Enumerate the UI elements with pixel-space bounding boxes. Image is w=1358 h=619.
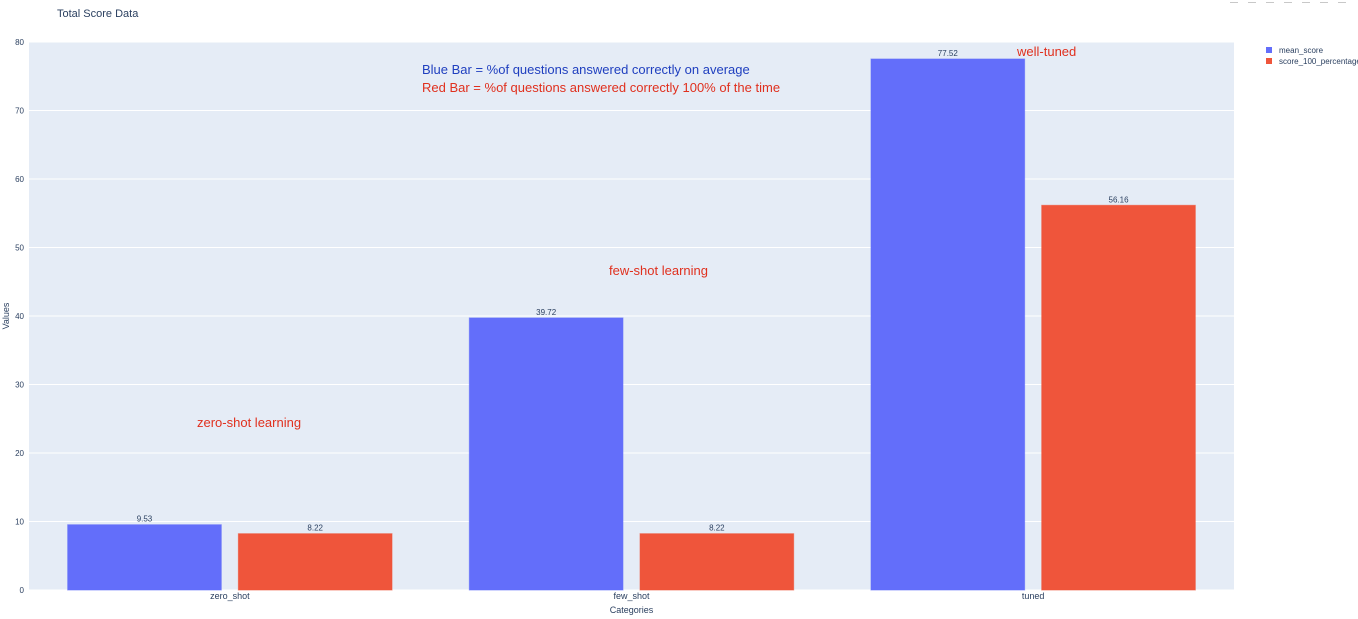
legend-swatch	[1266, 47, 1272, 53]
data-label: 8.22	[709, 524, 725, 533]
y-tick-label: 30	[15, 381, 24, 390]
y-axis-title: Values	[1, 302, 11, 329]
data-label: 56.16	[1109, 195, 1130, 204]
x-tick-label-few_shot: few_shot	[613, 591, 650, 601]
legend[interactable]: mean_score score_100_percentage	[1266, 46, 1358, 66]
reset-axes-icon[interactable]	[1338, 0, 1346, 3]
legend-label: mean_score	[1279, 46, 1324, 55]
y-tick-label: 0	[20, 586, 25, 595]
bar-data-labels: 9.53 8.22 39.72 8.22 77.52 56.16	[137, 49, 1129, 533]
annotation-few-shot: few-shot learning	[609, 263, 708, 278]
data-label: 8.22	[307, 524, 323, 533]
bar-mean_score-zero_shot[interactable]	[67, 524, 222, 591]
legend-item-score_100_percentage[interactable]: score_100_percentage	[1266, 57, 1358, 66]
annotation-red-bar-note: Red Bar = %of questions answered correct…	[422, 80, 780, 95]
data-label: 9.53	[137, 515, 153, 524]
zoom-icon[interactable]	[1248, 0, 1256, 3]
gridlines	[29, 41, 1234, 591]
y-tick-label: 60	[15, 175, 24, 184]
legend-item-mean_score[interactable]: mean_score	[1266, 46, 1324, 55]
bar-score_100_percentage-zero_shot[interactable]	[237, 533, 393, 591]
bars[interactable]	[67, 58, 1196, 591]
annotation-zero-shot: zero-shot learning	[197, 415, 301, 430]
autoscale-icon[interactable]	[1320, 0, 1328, 3]
y-tick-label: 10	[15, 518, 24, 527]
y-tick-label: 80	[15, 38, 24, 47]
bar-score_100_percentage-tuned[interactable]	[1041, 204, 1196, 591]
data-label: 39.72	[536, 308, 557, 317]
y-tick-label: 70	[15, 107, 24, 116]
x-axis-title: Categories	[610, 605, 654, 615]
annotation-well-tuned: well-tuned	[1016, 44, 1076, 59]
zoom-out-icon[interactable]	[1302, 0, 1310, 3]
data-label: 77.52	[938, 49, 959, 58]
legend-label: score_100_percentage	[1279, 57, 1358, 66]
chart-modebar[interactable]	[1230, 0, 1346, 3]
legend-swatch	[1266, 58, 1272, 64]
x-tick-label-zero_shot: zero_shot	[210, 591, 250, 601]
bar-score_100_percentage-few_shot[interactable]	[639, 533, 795, 591]
bar-mean_score-tuned[interactable]	[870, 58, 1026, 591]
chart-title: Total Score Data	[57, 8, 139, 20]
camera-icon[interactable]	[1230, 0, 1238, 3]
bar-mean_score-few_shot[interactable]	[468, 317, 624, 591]
y-tick-label: 20	[15, 449, 24, 458]
pan-icon[interactable]	[1266, 0, 1274, 3]
y-axis-ticks: 0 10 20 30 40 50 60 70 80	[15, 38, 24, 595]
annotation-blue-bar-note: Blue Bar = %of questions answered correc…	[422, 62, 750, 77]
y-tick-label: 40	[15, 312, 24, 321]
zoom-in-icon[interactable]	[1284, 0, 1292, 3]
x-axis-ticks: zero_shot few_shot tuned	[210, 591, 1044, 601]
x-tick-label-tuned: tuned	[1022, 591, 1045, 601]
y-tick-label: 50	[15, 244, 24, 253]
